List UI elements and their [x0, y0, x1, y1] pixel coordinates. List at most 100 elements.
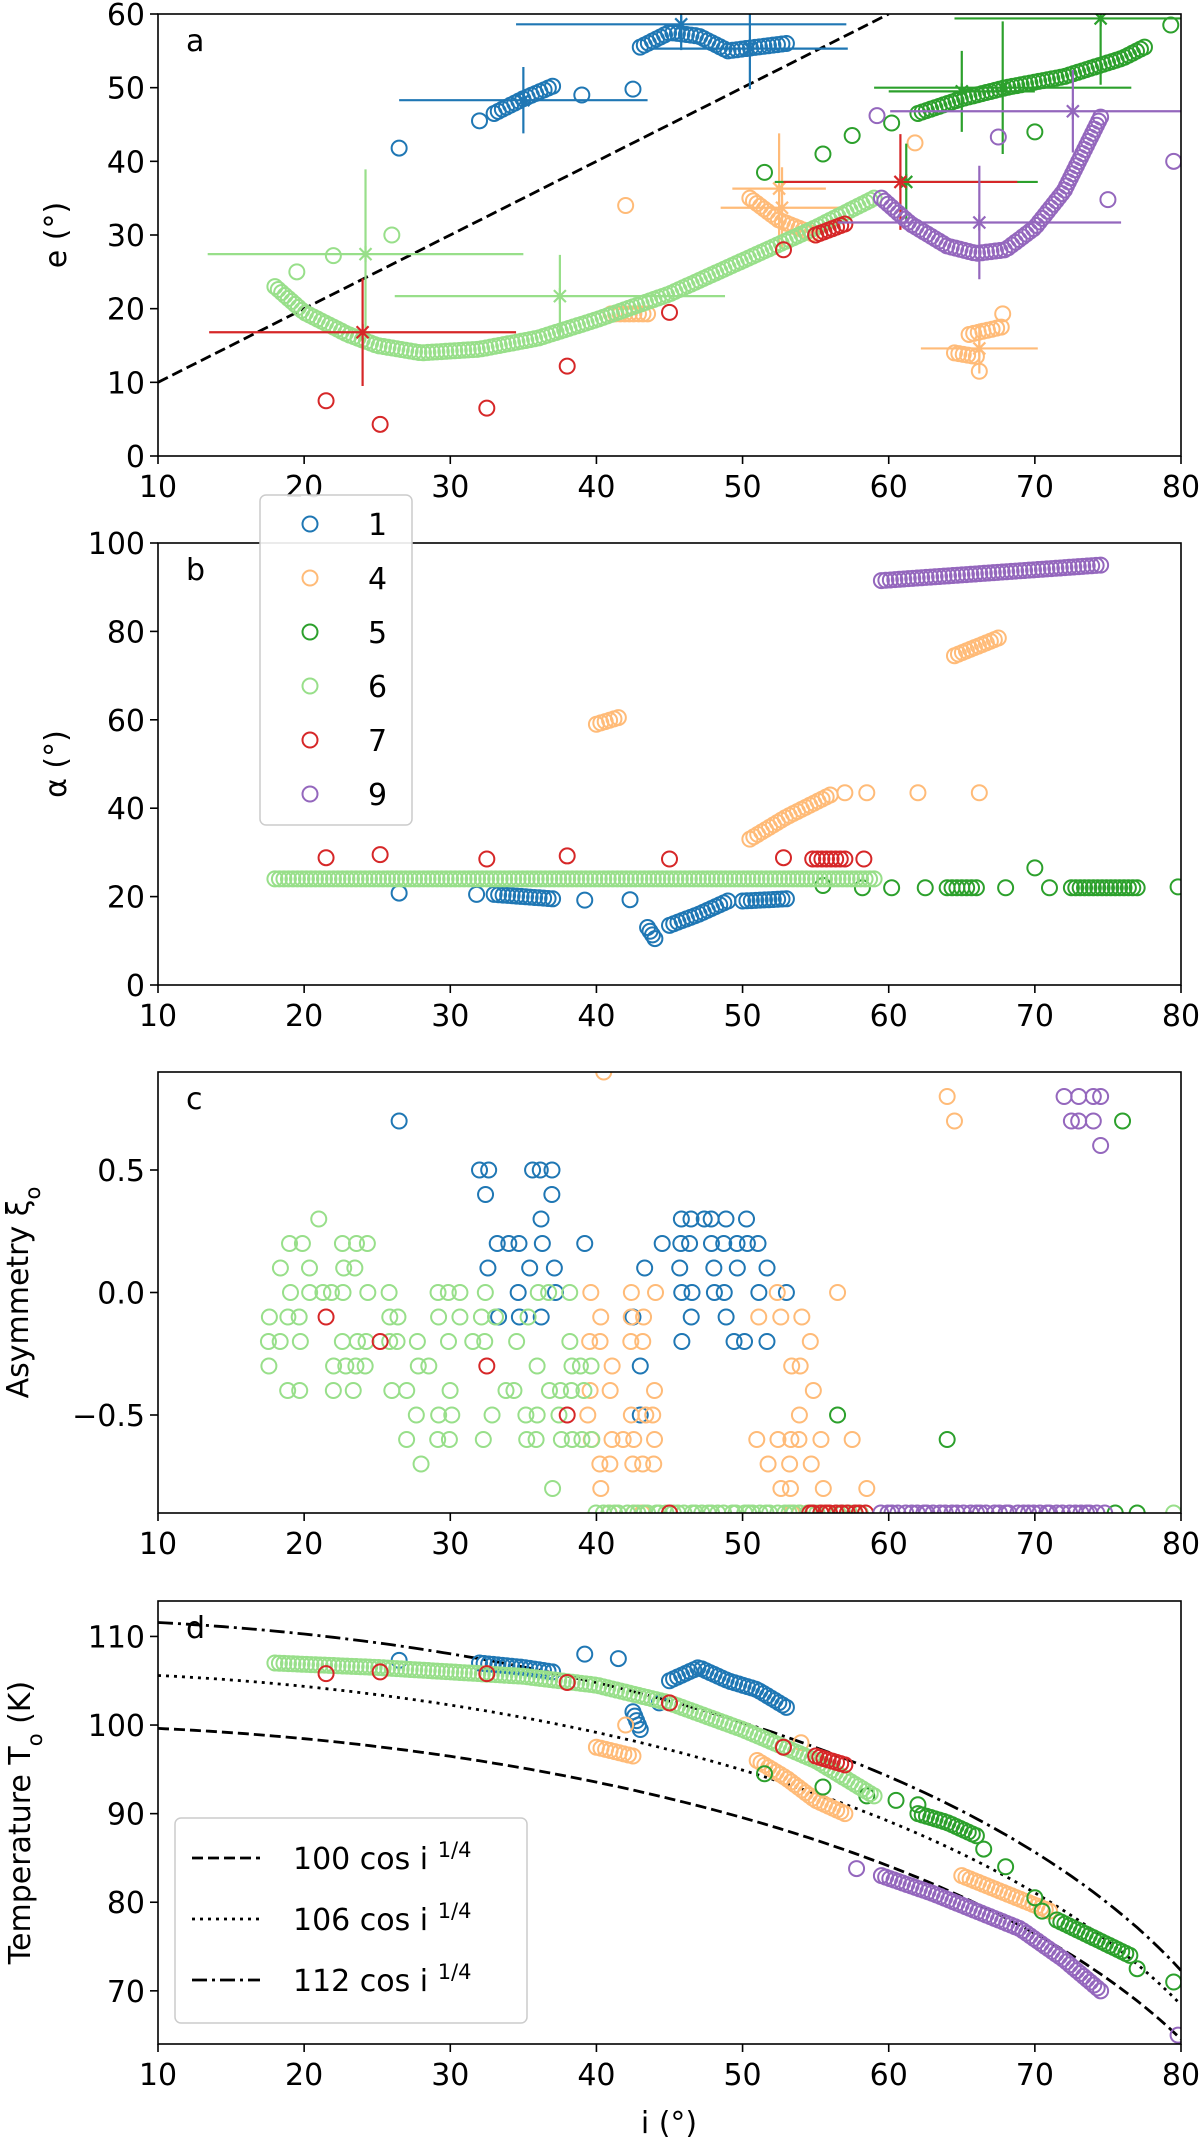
track-point — [469, 870, 487, 888]
data-point — [1084, 1112, 1102, 1130]
legend-label-6: 6 — [368, 670, 387, 705]
x-tick-label: 60 — [870, 1527, 908, 1562]
data-point — [622, 1284, 640, 1301]
data-point — [532, 1308, 550, 1326]
track-point — [703, 870, 721, 888]
data-point — [772, 1480, 790, 1497]
track-point — [581, 870, 599, 888]
track-point — [410, 870, 428, 888]
data-point — [583, 1431, 601, 1448]
track-point — [523, 870, 541, 888]
track-point — [1092, 108, 1110, 126]
track-point — [1102, 879, 1120, 897]
track-point — [288, 1655, 306, 1673]
track-point — [460, 870, 478, 888]
track-point — [334, 1657, 352, 1675]
data-point — [575, 1382, 593, 1399]
data-point — [634, 1455, 652, 1473]
data-point — [551, 1382, 569, 1399]
track-point — [752, 870, 770, 888]
series-7 — [317, 846, 873, 868]
data-point — [821, 1504, 839, 1513]
data-point — [545, 1259, 563, 1277]
data-point — [317, 849, 335, 867]
data-point — [1106, 1504, 1124, 1513]
data-point — [430, 1308, 448, 1326]
data-point — [671, 1259, 689, 1277]
track-point — [338, 1657, 356, 1675]
data-point — [398, 1382, 416, 1399]
data-point — [736, 1333, 754, 1350]
data-point — [333, 1333, 351, 1350]
track-point — [388, 870, 406, 888]
track-point — [644, 870, 662, 888]
data-point — [390, 1112, 408, 1130]
track-point — [374, 870, 392, 888]
data-point — [793, 1308, 811, 1326]
data-point — [439, 1284, 457, 1301]
data-point — [1165, 1973, 1181, 1991]
data-point — [335, 1259, 353, 1277]
data-point — [755, 1765, 773, 1783]
track-point — [293, 1655, 311, 1673]
data-point — [639, 1504, 657, 1513]
data-point — [1000, 1504, 1018, 1513]
data-point — [381, 1308, 399, 1326]
track-point — [847, 870, 865, 888]
data-point — [325, 1357, 343, 1375]
data-point — [774, 849, 792, 867]
data-point — [804, 1504, 822, 1513]
track-point — [397, 870, 415, 888]
x-tick-label: 20 — [285, 2058, 323, 2093]
data-point — [858, 1480, 876, 1497]
data-point — [693, 1504, 711, 1513]
data-point — [744, 1504, 762, 1513]
track-point — [266, 1654, 284, 1672]
data-point — [908, 1504, 926, 1513]
data-point — [705, 1284, 723, 1301]
data-point — [371, 415, 389, 433]
data-point — [661, 1694, 678, 1712]
track-point — [838, 870, 856, 888]
data-point — [1128, 1960, 1146, 1978]
data-point — [883, 879, 901, 897]
track-point — [320, 1656, 338, 1674]
track-point — [671, 870, 689, 888]
data-point — [558, 1406, 576, 1424]
data-point — [1026, 1889, 1044, 1907]
data-point — [750, 1284, 768, 1301]
data-point — [381, 1333, 399, 1350]
data-point — [1009, 1504, 1027, 1513]
track-point — [572, 870, 590, 888]
legend-label-4: 4 — [368, 562, 387, 597]
data-point — [571, 1357, 589, 1375]
data-point — [1162, 16, 1180, 34]
data-point — [1015, 1504, 1033, 1513]
data-point — [1025, 1504, 1043, 1513]
track-point — [415, 870, 433, 888]
data-point — [562, 1382, 580, 1399]
data-point — [550, 1406, 568, 1424]
track-point — [590, 870, 608, 888]
data-point — [510, 1235, 528, 1252]
data-point — [1019, 1504, 1037, 1513]
track-point — [775, 870, 793, 888]
track-point — [352, 870, 370, 888]
data-point — [486, 1308, 504, 1326]
data-point — [1165, 1504, 1181, 1513]
data-point — [994, 305, 1012, 323]
y-tick-label: 30 — [107, 219, 145, 254]
track-point — [789, 870, 807, 888]
track-point — [500, 1666, 518, 1684]
data-point — [990, 1504, 1008, 1513]
track-point — [329, 870, 347, 888]
data-point — [759, 1455, 777, 1473]
data-point — [540, 1284, 558, 1301]
data-point — [576, 1645, 594, 1663]
data-point — [543, 1161, 561, 1179]
data-point — [776, 1504, 794, 1513]
data-point — [897, 1504, 915, 1513]
track-point — [406, 1661, 424, 1679]
data-point — [989, 128, 1007, 146]
data-point — [758, 1259, 776, 1277]
